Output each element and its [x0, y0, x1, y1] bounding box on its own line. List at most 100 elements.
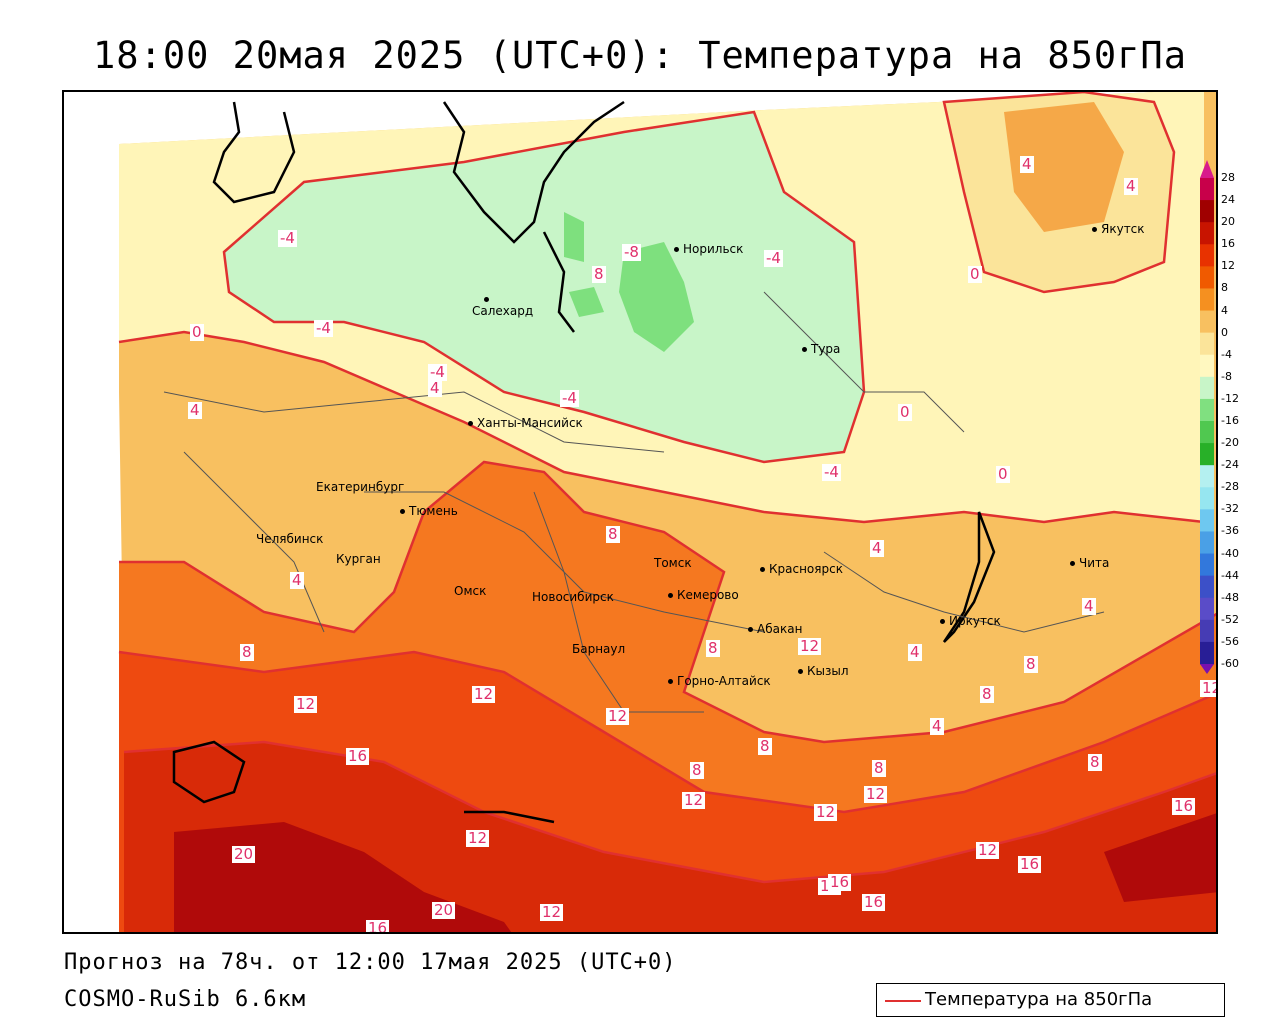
colorbar-tick-label: -32 [1221, 502, 1239, 516]
colorbar-tick-label: -12 [1221, 391, 1239, 405]
city-tura: Тура [802, 342, 840, 356]
city-khanty-mansiysk: Ханты-Мансийск [468, 416, 583, 430]
contour-label: -4 [764, 249, 783, 267]
city-dot [400, 509, 405, 514]
field-very-cold [619, 242, 694, 352]
contour-label: 12 [606, 707, 630, 725]
city-dot [748, 627, 753, 632]
contour-label: 12 [814, 803, 838, 821]
colorbar [1200, 160, 1214, 674]
colorbar-tick-label: -40 [1221, 546, 1239, 560]
legend: Температура на 850гПа [876, 983, 1225, 1017]
contour-label: 8 [980, 685, 994, 703]
city-ekaterinburg-label: Екатеринбург [316, 480, 405, 494]
colorbar-tick-label: -28 [1221, 480, 1239, 494]
contour-label: 16 [828, 873, 852, 891]
contour-label: 20 [232, 845, 256, 863]
contour-label: 12 [864, 785, 888, 803]
contour-label: 8 [1024, 655, 1038, 673]
colorbar-tick-label: -16 [1221, 414, 1239, 427]
colorbar-tick-label: -48 [1221, 590, 1239, 604]
contour-label: -8 [622, 243, 641, 261]
colorbar-segment [1200, 509, 1214, 532]
colorbar-tick-label: 12 [1221, 259, 1235, 273]
city-label: Кемерово [677, 588, 739, 602]
colorbar-segment [1200, 244, 1214, 267]
city-kyzyl: Кызыл [798, 664, 849, 678]
contour-label: -4 [428, 363, 447, 381]
city-barnaul-label: Барнаул [572, 642, 626, 656]
contour-label: 16 [1172, 797, 1196, 815]
colorbar-segment [1200, 641, 1214, 665]
colorbar-tick-label: 16 [1221, 237, 1235, 251]
contour-label: 4 [188, 401, 202, 419]
contour-label: 8 [872, 759, 886, 777]
contour-label: -4 [314, 319, 333, 337]
city-omsk-label: Омск [454, 584, 487, 598]
contour-label: 12 [976, 841, 1000, 859]
city-abakan: Абакан [748, 622, 802, 636]
colorbar-segment [1200, 354, 1214, 378]
colorbar-segment [1200, 553, 1214, 577]
colorbar-tick-label: -20 [1221, 436, 1239, 450]
contour-label: 16 [862, 893, 886, 911]
colorbar-tick-label: 20 [1221, 215, 1235, 229]
contour-label: 12 [540, 903, 564, 921]
admin-borders [163, 291, 1105, 713]
colorbar-segment [1200, 376, 1214, 400]
contour-label: 8 [592, 265, 606, 283]
city-gorno-altaysk: Горно-Алтайск [668, 674, 771, 688]
contour-label: 16 [346, 747, 370, 765]
contour-label: 16 [366, 920, 390, 932]
colorbar-segment [1200, 465, 1214, 488]
city-label: Иркутск [949, 614, 1001, 628]
field-cold [224, 112, 864, 462]
colorbar-segment [1200, 288, 1214, 312]
city-dot [1092, 227, 1097, 232]
colorbar-segment [1200, 619, 1214, 643]
city-dot [468, 421, 473, 426]
city-dot [760, 567, 765, 572]
field-20 [174, 822, 512, 932]
city-tyumen: Тюмень [400, 504, 458, 518]
city-salekhard [484, 292, 493, 306]
contour-label: 4 [908, 643, 922, 661]
contour-label: -4 [560, 389, 579, 407]
city-label: Якутск [1101, 222, 1145, 236]
city-norilsk: Норильск [674, 242, 743, 256]
city-label: Тюмень [409, 504, 458, 518]
contour-label: 4 [1020, 155, 1034, 173]
chart-title: 18:00 20мая 2025 (UTC+0): Температура на… [93, 34, 1187, 77]
colorbar-segment [1200, 332, 1214, 356]
temperature-map: Норильск Салехард Тура Ханты-Мансийск Як… [62, 90, 1218, 934]
colorbar-tick-label: -60 [1221, 657, 1239, 670]
colorbar-segment [1200, 200, 1214, 223]
contour-label: 0 [996, 465, 1010, 483]
colorbar-tick-label: -56 [1221, 634, 1239, 648]
city-dot [674, 247, 679, 252]
colorbar-segment [1200, 531, 1214, 555]
colorbar-tick-label: 0 [1221, 325, 1228, 339]
colorbar-segment [1200, 597, 1214, 621]
colorbar-segment [1200, 421, 1214, 444]
contour-label: 4 [428, 379, 442, 397]
coastlines [172, 100, 996, 824]
contour-label: 12 [294, 695, 318, 713]
city-chelyabinsk-label: Челябинск [256, 532, 324, 546]
city-dot [484, 297, 489, 302]
city-label: Ханты-Мансийск [477, 416, 583, 430]
city-irkutsk: Иркутск [940, 614, 1001, 628]
colorbar-segment [1200, 266, 1214, 289]
city-kurgan-label: Курган [336, 552, 381, 566]
colorbar-segment [1200, 575, 1214, 599]
city-label: Кызыл [807, 664, 849, 678]
contour-label: 8 [706, 639, 720, 657]
map-fields [64, 92, 1216, 932]
contour-label: 12 [682, 791, 706, 809]
legend-line-swatch [885, 1000, 921, 1002]
city-dot [940, 619, 945, 624]
contour-label: 4 [1124, 177, 1138, 195]
model-caption: COSMO-RuSib 6.6км [64, 987, 307, 1012]
colorbar-segment [1200, 310, 1214, 334]
city-chita: Чита [1070, 556, 1109, 570]
